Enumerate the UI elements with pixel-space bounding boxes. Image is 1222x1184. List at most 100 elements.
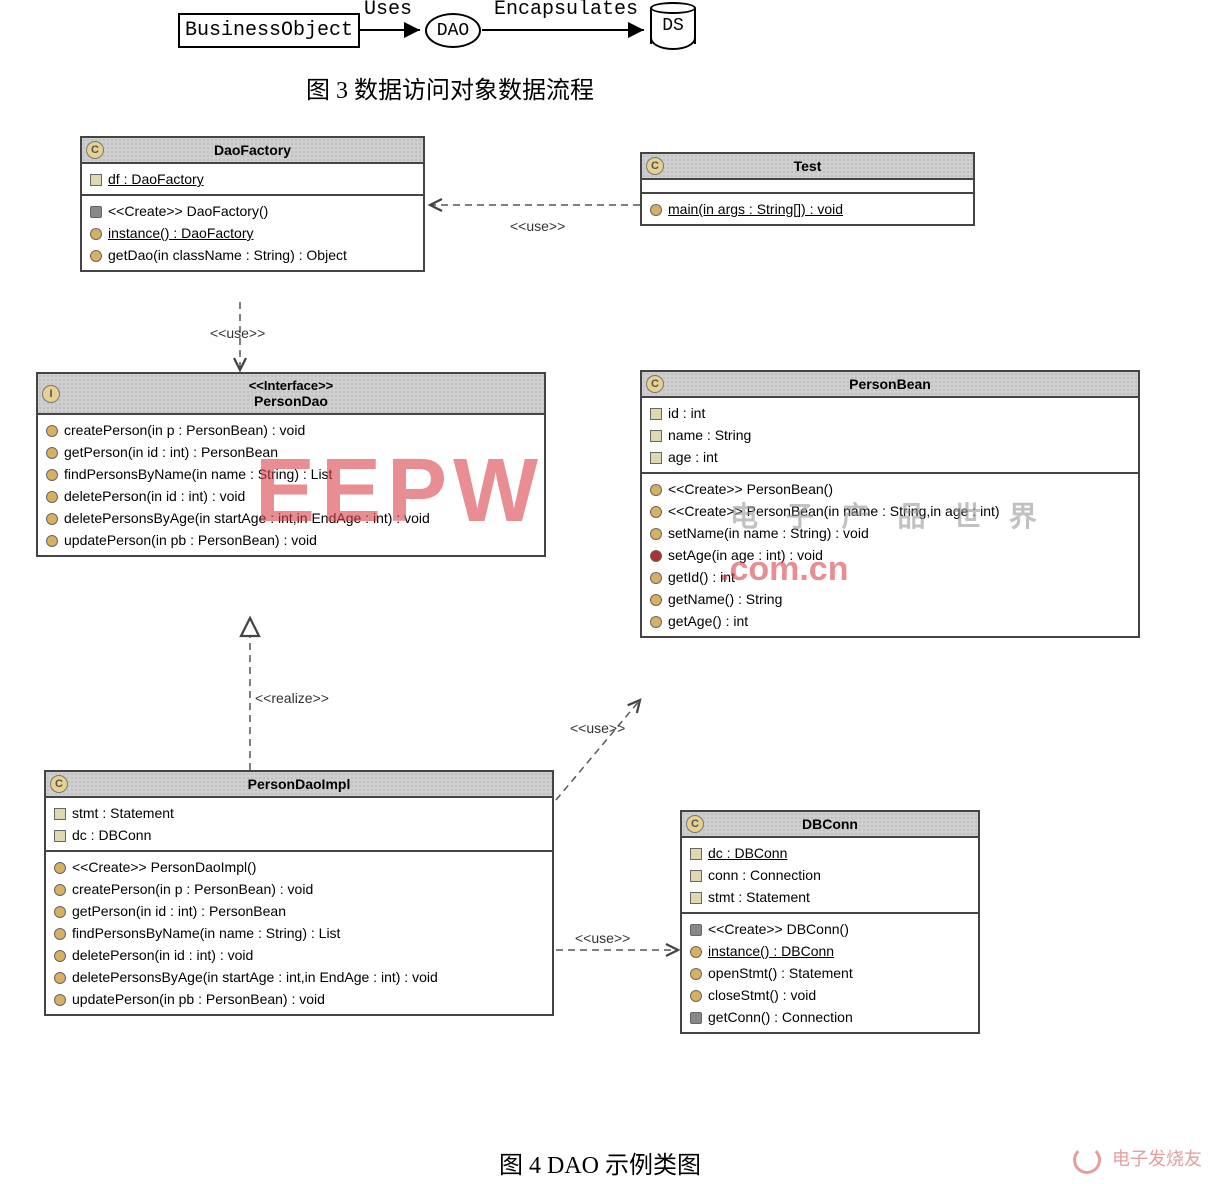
member-label: <<Create>> PersonBean(in name : String,i… <box>668 503 1000 519</box>
class-badge-icon: C <box>86 141 104 159</box>
member-row: conn : Connection <box>690 864 970 886</box>
visibility-icon <box>54 830 66 842</box>
uml-class-test: C Test main(in args : String[]) : void <box>640 152 975 226</box>
visibility-icon <box>650 430 662 442</box>
class-badge-icon: C <box>646 375 664 393</box>
member-row: getName() : String <box>650 588 1130 610</box>
operations-section: <<Create>> DaoFactory() instance() : DaoF… <box>82 196 423 270</box>
operations-section: main(in args : String[]) : void <box>642 194 973 224</box>
visibility-icon <box>90 228 102 240</box>
visibility-icon <box>54 950 66 962</box>
member-row: deletePersonsByAge(in startAge : int,in … <box>54 966 544 988</box>
attributes-section: id : int name : String age : int <box>642 398 1138 474</box>
member-label: age : int <box>668 449 718 465</box>
member-label: getAge() : int <box>668 613 748 629</box>
class-title: PersonBean <box>849 376 931 392</box>
ds-cylinder: DS <box>650 2 696 50</box>
edge-label: <<use>> <box>570 720 625 736</box>
member-label: stmt : Statement <box>708 889 810 905</box>
fig3-caption: 图 3 数据访问对象数据流程 <box>200 70 700 105</box>
class-badge-icon: C <box>646 157 664 175</box>
member-row: getPerson(in id : int) : PersonBean <box>54 900 544 922</box>
member-row: getId() : int <box>650 566 1130 588</box>
member-row: createPerson(in p : PersonBean) : void <box>46 419 536 441</box>
member-row: instance() : DaoFactory <box>90 222 415 244</box>
member-label: name : String <box>668 427 751 443</box>
business-object-box: BusinessObject <box>178 13 360 48</box>
class-title: PersonDaoImpl <box>248 776 351 792</box>
visibility-icon <box>54 884 66 896</box>
visibility-icon <box>690 946 702 958</box>
class-title: DBConn <box>802 816 858 832</box>
edge-label: <<use>> <box>575 930 630 946</box>
member-label: getDao(in className : String) : Object <box>108 247 347 263</box>
attributes-section <box>642 180 973 194</box>
footer-watermark-label: 电子发烧友 <box>1112 1149 1202 1169</box>
visibility-icon <box>46 447 58 459</box>
member-row: findPersonsByName(in name : String) : Li… <box>54 922 544 944</box>
member-label: dc : DBConn <box>708 845 787 861</box>
member-row: deletePerson(in id : int) : void <box>54 944 544 966</box>
member-label: createPerson(in p : PersonBean) : void <box>72 881 313 897</box>
member-label: instance() : DaoFactory <box>108 225 254 241</box>
member-label: createPerson(in p : PersonBean) : void <box>64 422 305 438</box>
visibility-icon <box>690 990 702 1002</box>
visibility-icon <box>690 924 702 936</box>
visibility-icon <box>650 616 662 628</box>
visibility-icon <box>650 204 662 216</box>
member-row: createPerson(in p : PersonBean) : void <box>54 878 544 900</box>
member-label: findPersonsByName(in name : String) : Li… <box>72 925 340 941</box>
member-row: id : int <box>650 402 1130 424</box>
encapsulates-label: Encapsulates <box>494 0 638 21</box>
class-title: PersonDao <box>254 393 328 409</box>
member-row: getAge() : int <box>650 610 1130 632</box>
visibility-icon <box>46 469 58 481</box>
class-title: Test <box>794 158 822 174</box>
member-row: <<Create>> PersonBean(in name : String,i… <box>650 500 1130 522</box>
uml-class-daofactory: CDaoFactorydf : DaoFactory<<Create>> Dao… <box>80 136 425 272</box>
member-row: updatePerson(in pb : PersonBean) : void <box>46 529 536 551</box>
member-row: stmt : Statement <box>690 886 970 908</box>
member-label: getConn() : Connection <box>708 1009 853 1025</box>
class-badge-icon: C <box>50 775 68 793</box>
operations-section: <<Create>> PersonDaoImpl() createPerson(i… <box>46 852 552 1014</box>
uml-class-personbean: C PersonBean id : int name : String age : in… <box>640 370 1140 638</box>
member-label: findPersonsByName(in name : String) : Li… <box>64 466 332 482</box>
uml-class-persondao: I<<Interface>>PersonDaocreatePerson(in p… <box>36 372 546 557</box>
uml-header: C Test <box>642 154 973 180</box>
member-row: <<Create>> DaoFactory() <box>90 200 415 222</box>
uses-label: Uses <box>364 0 412 21</box>
member-label: setAge(in age : int) : void <box>668 547 823 563</box>
member-row: closeStmt() : void <box>690 984 970 1006</box>
visibility-icon <box>650 452 662 464</box>
member-label: <<Create>> DBConn() <box>708 921 849 937</box>
edge-label: <<use>> <box>510 218 565 234</box>
visibility-icon <box>650 528 662 540</box>
member-row: getDao(in className : String) : Object <box>90 244 415 266</box>
member-row: deletePersonsByAge(in startAge : int,in … <box>46 507 536 529</box>
diagram-canvas: BusinessObject DAO DS Uses Encapsulates … <box>0 0 1222 1184</box>
member-row: <<Create>> PersonDaoImpl() <box>54 856 544 878</box>
member-label: deletePersonsByAge(in startAge : int,in … <box>64 510 430 526</box>
member-row: <<Create>> PersonBean() <box>650 478 1130 500</box>
visibility-icon <box>650 572 662 584</box>
member-label: stmt : Statement <box>72 805 174 821</box>
visibility-icon <box>690 848 702 860</box>
member-row: setAge(in age : int) : void <box>650 544 1130 566</box>
visibility-icon <box>46 425 58 437</box>
visibility-icon <box>90 206 102 218</box>
visibility-icon <box>650 594 662 606</box>
edge-path <box>556 700 640 800</box>
edge-label: <<use>> <box>210 325 265 341</box>
class-title: DaoFactory <box>214 142 291 158</box>
edge-label: <<realize>> <box>255 690 329 706</box>
swirl-icon <box>1073 1146 1101 1174</box>
member-label: setName(in name : String) : void <box>668 525 869 541</box>
member-label: main(in args : String[]) : void <box>668 201 843 217</box>
member-row: dc : DBConn <box>54 824 544 846</box>
member-label: instance() : DBConn <box>708 943 834 959</box>
visibility-icon <box>690 892 702 904</box>
uml-header: C DaoFactory <box>82 138 423 164</box>
uml-class-dbconn: CDBConndc : DBConnconn : Connectionstmt … <box>680 810 980 1034</box>
visibility-icon <box>690 968 702 980</box>
